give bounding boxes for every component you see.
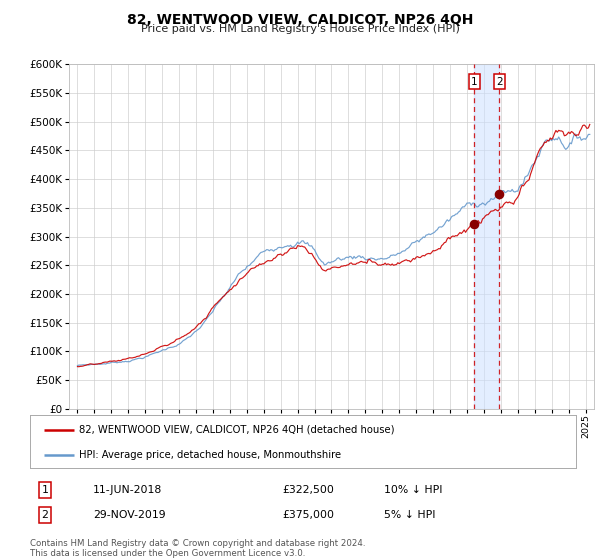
Text: £322,500: £322,500 bbox=[282, 485, 334, 495]
Point bbox=[470, 219, 479, 228]
Text: 82, WENTWOOD VIEW, CALDICOT, NP26 4QH (detached house): 82, WENTWOOD VIEW, CALDICOT, NP26 4QH (d… bbox=[79, 425, 395, 435]
Text: 82, WENTWOOD VIEW, CALDICOT, NP26 4QH: 82, WENTWOOD VIEW, CALDICOT, NP26 4QH bbox=[127, 13, 473, 27]
Text: HPI: Average price, detached house, Monmouthshire: HPI: Average price, detached house, Monm… bbox=[79, 450, 341, 460]
Text: 29-NOV-2019: 29-NOV-2019 bbox=[93, 510, 166, 520]
Text: 10% ↓ HPI: 10% ↓ HPI bbox=[384, 485, 443, 495]
Text: 5% ↓ HPI: 5% ↓ HPI bbox=[384, 510, 436, 520]
Text: 2: 2 bbox=[41, 510, 49, 520]
Text: 1: 1 bbox=[41, 485, 49, 495]
Text: £375,000: £375,000 bbox=[282, 510, 334, 520]
Text: Price paid vs. HM Land Registry's House Price Index (HPI): Price paid vs. HM Land Registry's House … bbox=[140, 24, 460, 34]
Point bbox=[494, 189, 504, 198]
Text: 2: 2 bbox=[496, 77, 503, 87]
Text: 1: 1 bbox=[471, 77, 478, 87]
Text: 11-JUN-2018: 11-JUN-2018 bbox=[93, 485, 162, 495]
Bar bbox=[475, 64, 499, 409]
Text: Contains HM Land Registry data © Crown copyright and database right 2024.
This d: Contains HM Land Registry data © Crown c… bbox=[30, 539, 365, 558]
